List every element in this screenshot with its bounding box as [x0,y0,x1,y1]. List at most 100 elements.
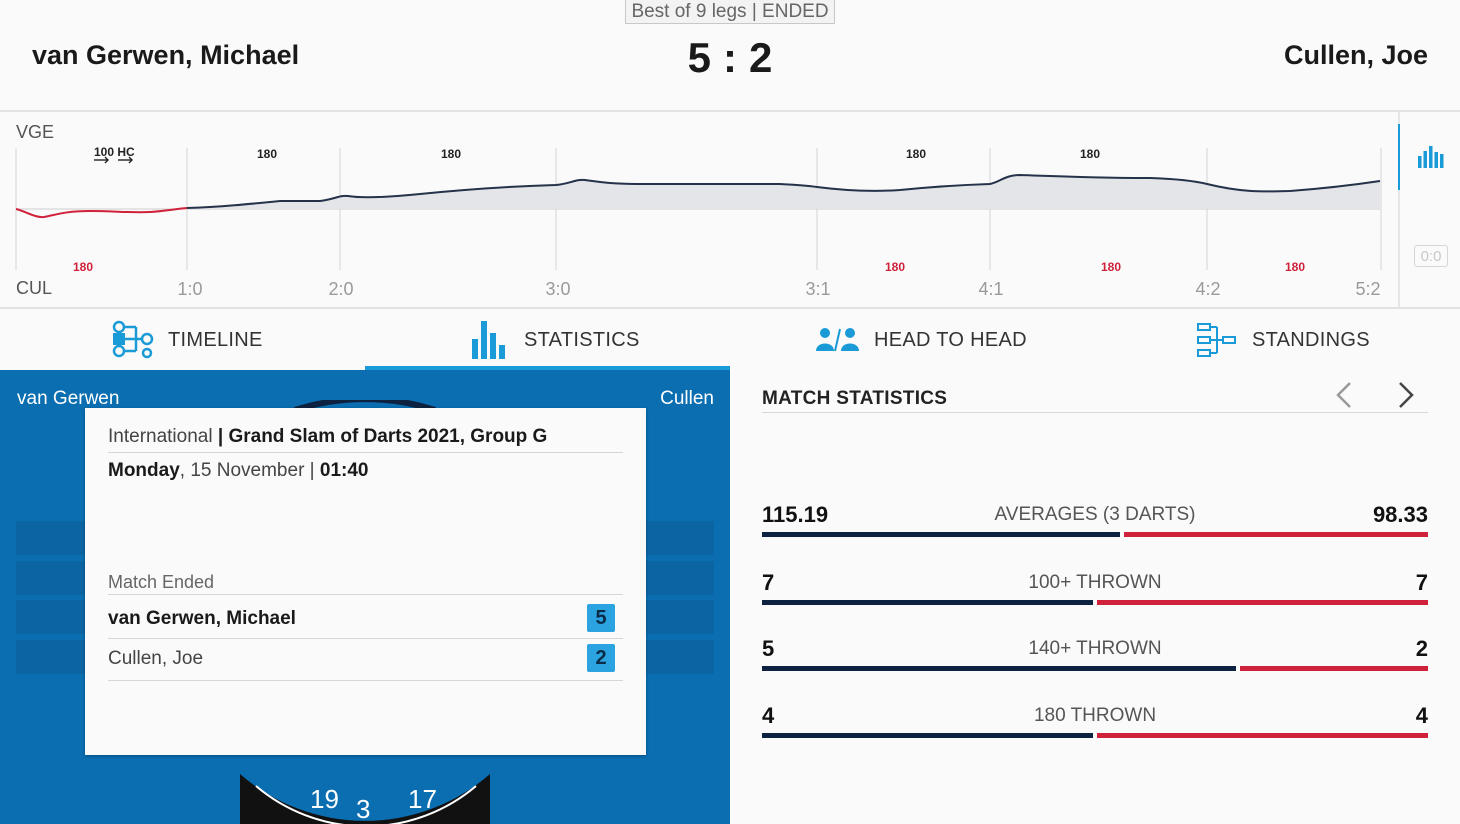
stat-label: 140+ THROWN [1028,638,1162,659]
stat-label: 180 THROWN [1033,705,1157,726]
score-separator: : [723,34,737,81]
divider [108,680,623,681]
match-statistics-title: MATCH STATISTICS [762,388,948,409]
tab-timeline[interactable]: TIMELINE [0,309,365,369]
divider [108,594,623,595]
home-180-badge: 180 [906,147,926,161]
stat-row-180: 4 180 THROWN 4 [762,703,1428,743]
home-momentum-line [186,173,1381,209]
stat-away-value: 98.33 [1372,502,1428,527]
dartboard-number: 3 [356,794,370,824]
stat-home-bar [762,733,1093,738]
stat-label: AVERAGES (3 DARTS) [994,504,1196,525]
card-away-player: Cullen, Joe [108,648,204,669]
match-timeline-chart: VGE CUL 100 HC 180 180 180 180 180 180 1… [0,112,1460,309]
stat-away-value: 7 [1415,570,1428,595]
tab-bar: TIMELINE STATISTICS HEAD TO HEAD STANDIN… [0,309,1460,371]
home-180-badge: 180 [1080,147,1100,161]
stat-away-bar [1124,532,1428,537]
board-home-name: van Gerwen [17,388,120,409]
divider [108,452,623,453]
tab-head-to-head-label: HEAD TO HEAD [874,329,1027,351]
leg-score-label: 1:0 [177,279,202,299]
home-180-badge: 180 [441,147,461,161]
stat-home-bar [762,666,1236,671]
away-code-label: CUL [16,278,52,298]
leg-score-label: 3:1 [805,279,830,299]
match-score: 5:2 [630,34,830,82]
match-status: Match Ended [108,572,215,592]
next-arrow-icon[interactable] [1396,380,1416,410]
divider [762,412,1428,413]
match-day: Monday [108,460,180,481]
dartboard-number: 19 [310,784,339,814]
stat-away-bar [1097,733,1428,738]
tab-timeline-label: TIMELINE [168,329,263,351]
away-player-name: Cullen, Joe [1283,40,1428,70]
stat-row-140-plus: 5 140+ THROWN 2 [762,636,1428,676]
leg-score-toggle[interactable]: 0:0 [1414,245,1448,267]
prev-arrow-icon[interactable] [1334,380,1354,410]
standings-icon [1197,323,1236,357]
tab-standings-label: STANDINGS [1252,329,1370,351]
away-180-badge: 180 [885,260,905,274]
match-time: 01:40 [319,460,369,481]
home-player-name: van Gerwen, Michael [32,40,300,70]
stat-row-100-plus: 7 100+ THROWN 7 [762,570,1428,610]
leg-score-label: 3:0 [545,279,570,299]
competition-category: International [108,426,213,447]
stat-label: 100+ THROWN [1028,572,1162,593]
stat-home-value: 5 [762,636,775,661]
tournament-name: Grand Slam of Darts 2021, Group G [228,426,548,447]
leg-score-label: 2:0 [328,279,353,299]
bar-chart-icon[interactable] [1418,144,1444,170]
stat-home-value: 4 [762,703,775,728]
timeline-icon [112,320,154,359]
match-datetime-line: Monday, 15 November | 01:40 [108,460,369,482]
away-180-badge: 180 [1101,260,1121,274]
competition-separator: | [212,426,229,447]
card-away-score: 2 [587,644,615,672]
chart-active-indicator [1398,124,1400,190]
match-format-badge: Best of 9 legs | ENDED [625,0,835,24]
away-180-badge: 180 [1285,260,1305,274]
dartboard-number: 17 [408,784,437,814]
home-score: 5 [687,34,711,81]
tab-statistics[interactable]: STATISTICS [365,309,730,371]
tab-statistics-label: STATISTICS [524,329,640,351]
match-info-card: International | Grand Slam of Darts 2021… [85,408,646,755]
away-momentum-line [15,207,188,219]
match-header: Best of 9 legs | ENDED van Gerwen, Micha… [0,0,1460,112]
away-180-badge: 180 [73,260,93,274]
statistics-icon [472,321,505,359]
stat-home-value: 115.19 [762,502,829,527]
away-score: 2 [749,34,773,81]
home-code-label: VGE [16,122,54,142]
head-to-head-icon [816,328,859,352]
home-momentum-area [187,175,1380,209]
stat-away-value: 4 [1415,703,1428,728]
timeline-svg: VGE CUL 100 HC 180 180 180 180 180 180 1… [15,122,1382,299]
divider [108,638,623,639]
home-180-badge: 180 [257,147,277,161]
active-tab-indicator [365,366,730,371]
match-competition-line: International | Grand Slam of Darts 2021… [108,426,547,448]
stat-away-bar [1240,666,1428,671]
stat-row-averages: 115.19 AVERAGES (3 DARTS) 98.33 [762,502,1428,542]
leg-score-label: 4:1 [978,279,1003,299]
tab-standings[interactable]: STANDINGS [1095,309,1460,369]
leg-score-label: 4:2 [1195,279,1220,299]
stat-home-bar [762,600,1093,605]
stat-home-value: 7 [762,570,775,595]
home-hc-badge: 100 HC [94,145,135,159]
dartboard-graphic: 19 3 17 [240,400,490,824]
stat-away-value: 2 [1415,636,1428,661]
tab-head-to-head[interactable]: HEAD TO HEAD [730,309,1095,369]
leg-score-label: 5:2 [1355,279,1380,299]
card-home-score: 5 [587,604,615,632]
stat-home-bar [762,532,1120,537]
hc-arrows-icon [94,156,133,164]
card-home-player: van Gerwen, Michael [108,608,296,629]
stat-away-bar [1097,600,1428,605]
board-away-name: Cullen [660,388,714,409]
